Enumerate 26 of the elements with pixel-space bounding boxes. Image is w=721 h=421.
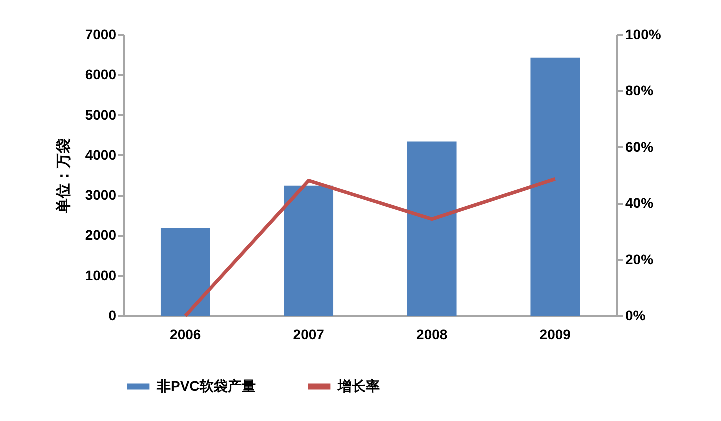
x-tick-label: 2007 xyxy=(293,326,325,342)
x-tick-label: 2006 xyxy=(170,326,202,342)
bar xyxy=(407,142,457,316)
line-series xyxy=(184,177,558,318)
legend-label: 非PVC软袋产量 xyxy=(156,378,256,394)
y2-tick-label: 20% xyxy=(626,251,654,268)
x-tick-label: 2008 xyxy=(416,326,448,342)
y2-tick-label: 80% xyxy=(626,82,654,99)
y-tick-label: 3000 xyxy=(85,187,117,204)
y2-tick-label: 40% xyxy=(626,195,654,212)
y-tick-label: 0 xyxy=(108,308,117,324)
bar xyxy=(530,58,580,316)
y2-tick-label: 60% xyxy=(626,138,654,155)
y-tick-label: 4000 xyxy=(85,146,117,163)
legend-label: 增长率 xyxy=(337,378,380,394)
y-axis-title: 单位：万袋 xyxy=(55,138,72,214)
y2-tick-label: 0% xyxy=(626,308,646,324)
y-tick-label: 2000 xyxy=(85,227,117,244)
y-tick-label: 6000 xyxy=(85,66,117,83)
bar xyxy=(160,228,210,316)
y-tick-label: 5000 xyxy=(85,106,117,123)
y-tick-label: 7000 xyxy=(85,26,117,42)
x-tick-label: 2009 xyxy=(540,326,572,342)
bar xyxy=(284,186,334,316)
y2-tick-label: 100% xyxy=(626,26,662,42)
y-tick-label: 1000 xyxy=(85,267,117,284)
